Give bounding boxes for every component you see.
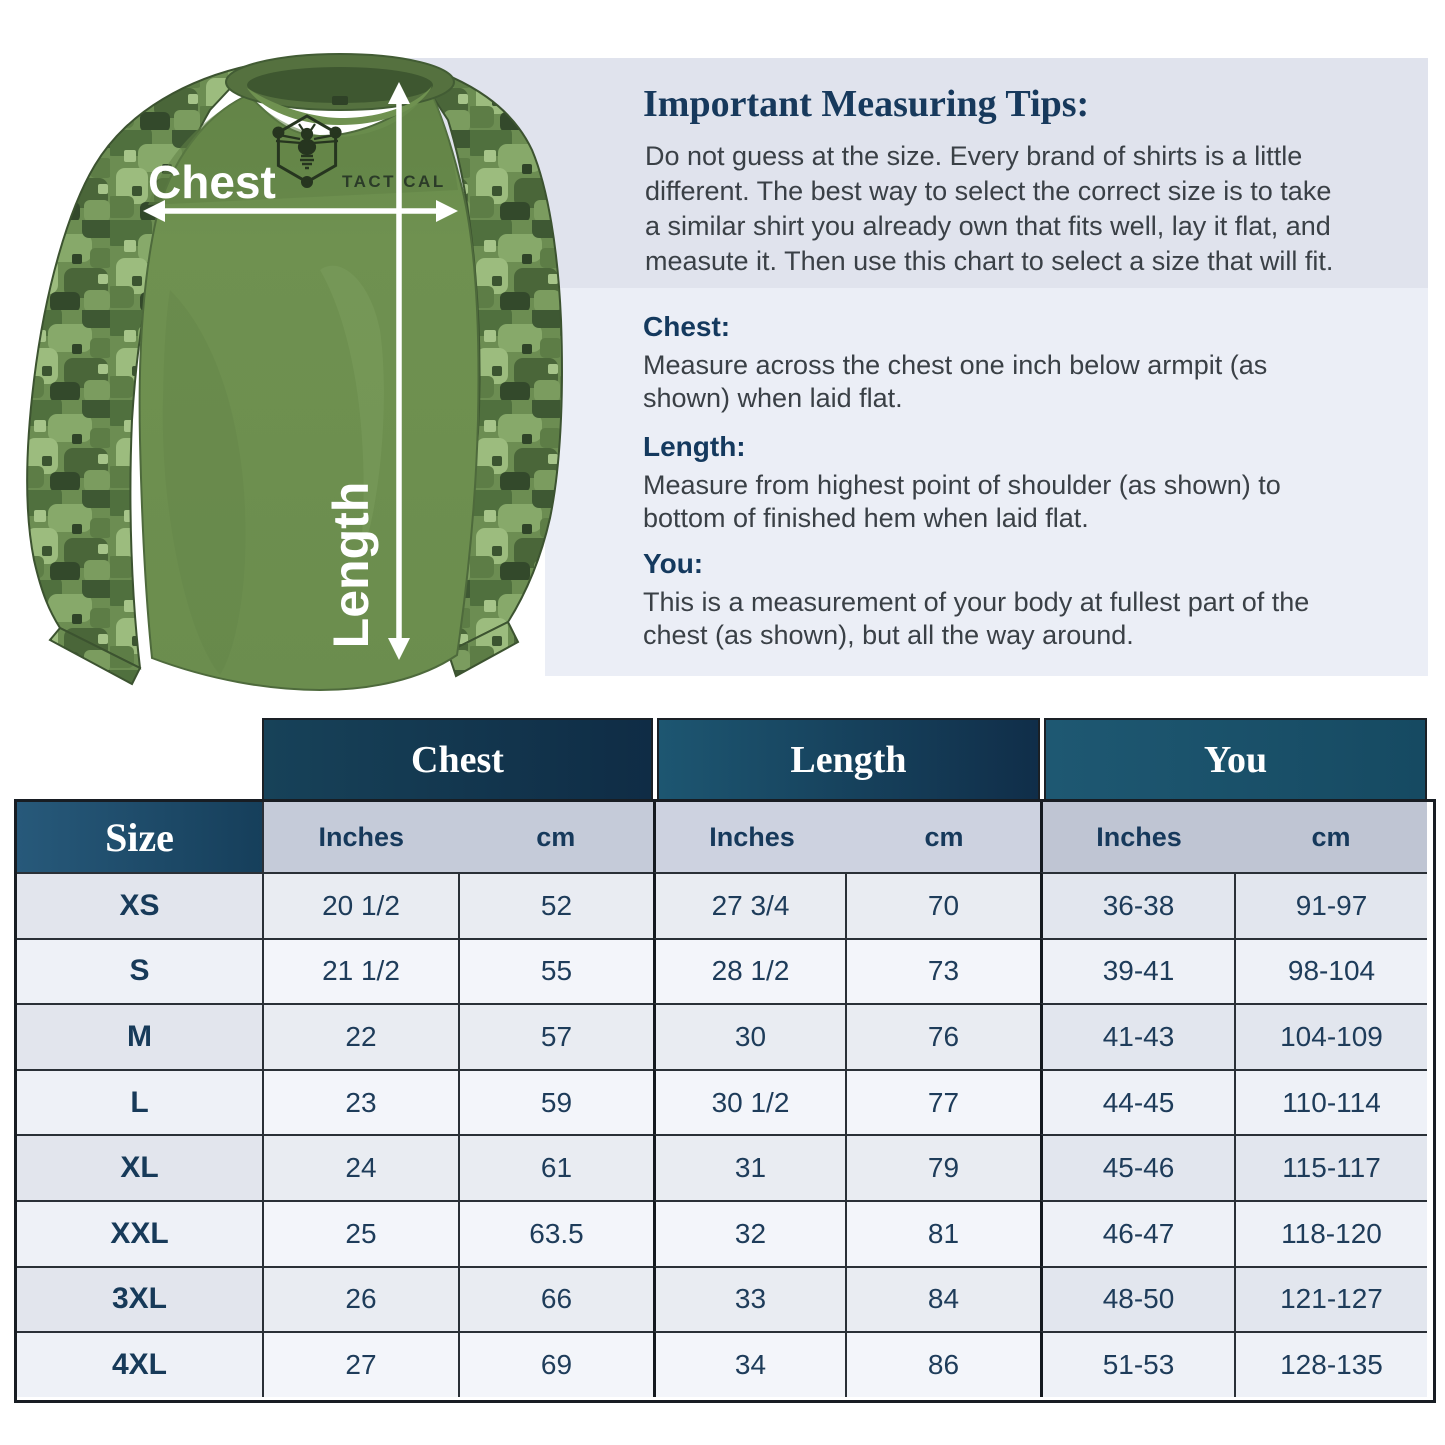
table-cell: 20 1/2 — [262, 872, 458, 938]
table-cell: 44-45 — [1040, 1068, 1234, 1135]
table-row-size: L — [17, 1068, 262, 1135]
table-cell: 98-104 — [1234, 937, 1427, 1004]
table-group-header-you: You — [1044, 718, 1427, 802]
table-cell: 26 — [262, 1265, 458, 1332]
table-cell: 46-47 — [1040, 1199, 1234, 1266]
table-row-size: S — [17, 937, 262, 1004]
table-cell: 55 — [458, 937, 653, 1004]
tip-section-text: This is a measurement of your body at fu… — [643, 587, 1310, 650]
table-cell: 59 — [458, 1068, 653, 1135]
table-cell: 24 — [262, 1134, 458, 1200]
size-table: Size Inches cm Inches cm Inches cm XS 20 1/2 52 27… — [14, 799, 1436, 1403]
table-cell: 30 1/2 — [653, 1068, 845, 1135]
table-subheader-length: Inches cm — [653, 802, 1040, 872]
tip-section-label: Chest: — [643, 311, 731, 342]
table-cell: 69 — [458, 1331, 653, 1397]
table-subheader-unit: Inches — [318, 821, 405, 852]
tip-section-label: Length: — [643, 431, 746, 462]
table-row-size: 3XL — [17, 1265, 262, 1332]
table-cell: 41-43 — [1040, 1003, 1234, 1069]
tip-section-length: Length: Measure from highest point of sho… — [643, 431, 1433, 535]
table-row-size: XXL — [17, 1199, 262, 1266]
table-cell: 121-127 — [1234, 1265, 1427, 1332]
tip-section-text: Measure from highest point of shoulder (… — [643, 470, 1281, 533]
table-subheader-chest: Inches cm — [262, 802, 653, 872]
table-cell: 70 — [845, 872, 1040, 938]
table-subheader-unit: cm — [536, 821, 576, 852]
table-cell: 36-38 — [1040, 872, 1234, 938]
tip-section-text: Measure across the chest one inch below … — [643, 350, 1268, 413]
table-cell: 27 — [262, 1331, 458, 1397]
shirt-image: TACTICAL Chest Length — [26, 53, 563, 692]
table-cell: 33 — [653, 1265, 845, 1332]
table-cell: 128-135 — [1234, 1331, 1427, 1397]
tips-intro: Do not guess at the size. Every brand of… — [645, 141, 1334, 276]
tips-title: Important Measuring Tips: — [643, 83, 1090, 125]
table-subheader-unit: cm — [924, 821, 964, 852]
camo-sleeves — [26, 60, 563, 686]
table-row-size: 4XL — [17, 1331, 262, 1397]
brand-text: TACTICAL — [342, 172, 446, 191]
table-cell: 34 — [653, 1331, 845, 1397]
tip-section-you: You: This is a measurement of your body a… — [643, 548, 1433, 652]
table-cell: 31 — [653, 1134, 845, 1200]
table-cell: 63.5 — [458, 1199, 653, 1266]
tips-panel-upper — [404, 58, 1428, 288]
table-cell: 110-114 — [1234, 1068, 1427, 1135]
table-cell: 66 — [458, 1265, 653, 1332]
length-arrow — [388, 82, 410, 660]
table-cell: 61 — [458, 1134, 653, 1200]
table-cell: 57 — [458, 1003, 653, 1069]
tips-panel-lower — [545, 288, 1428, 676]
table-cell: 76 — [845, 1003, 1040, 1069]
table-cell: 25 — [262, 1199, 458, 1266]
table-subheader-unit: Inches — [1096, 821, 1182, 852]
table-cell: 84 — [845, 1265, 1040, 1332]
table-row-size: M — [17, 1003, 262, 1069]
table-cell: 77 — [845, 1068, 1040, 1135]
table-cell: 115-117 — [1234, 1134, 1427, 1200]
table-cell: 23 — [262, 1068, 458, 1135]
table-row-size: XS — [17, 872, 262, 938]
table-cell: 30 — [653, 1003, 845, 1069]
table-cell: 81 — [845, 1199, 1040, 1266]
table-cell: 21 1/2 — [262, 937, 458, 1004]
tip-section-label: You: — [643, 548, 704, 579]
bee-logo-icon — [272, 114, 342, 188]
tip-section-chest: Chest: Measure across the chest one inch … — [643, 311, 1433, 415]
table-cell: 51-53 — [1040, 1331, 1234, 1397]
table-group-header-length: Length — [657, 718, 1040, 802]
table-cell: 91-97 — [1234, 872, 1427, 938]
table-subheader-unit: Inches — [709, 821, 795, 852]
table-cell: 79 — [845, 1134, 1040, 1200]
table-header-size: Size — [17, 802, 262, 872]
table-cell: 27 3/4 — [653, 872, 845, 938]
shirt-length-label: Length — [323, 482, 379, 649]
shirt-chest-label: Chest — [148, 156, 276, 208]
table-cell: 52 — [458, 872, 653, 938]
table-cell: 73 — [845, 937, 1040, 1004]
table-cell: 118-120 — [1234, 1199, 1427, 1266]
table-cell: 22 — [262, 1003, 458, 1069]
table-cell: 39-41 — [1040, 937, 1234, 1004]
table-cell: 32 — [653, 1199, 845, 1266]
table-cell: 28 1/2 — [653, 937, 845, 1004]
table-row-size: XL — [17, 1134, 262, 1200]
table-cell: 45-46 — [1040, 1134, 1234, 1200]
table-subheader-unit: cm — [1311, 821, 1351, 852]
table-group-header-chest: Chest — [262, 718, 653, 802]
table-cell: 104-109 — [1234, 1003, 1427, 1069]
table-cell: 48-50 — [1040, 1265, 1234, 1332]
table-cell: 86 — [845, 1331, 1040, 1397]
table-subheader-you: Inches cm — [1040, 802, 1427, 872]
